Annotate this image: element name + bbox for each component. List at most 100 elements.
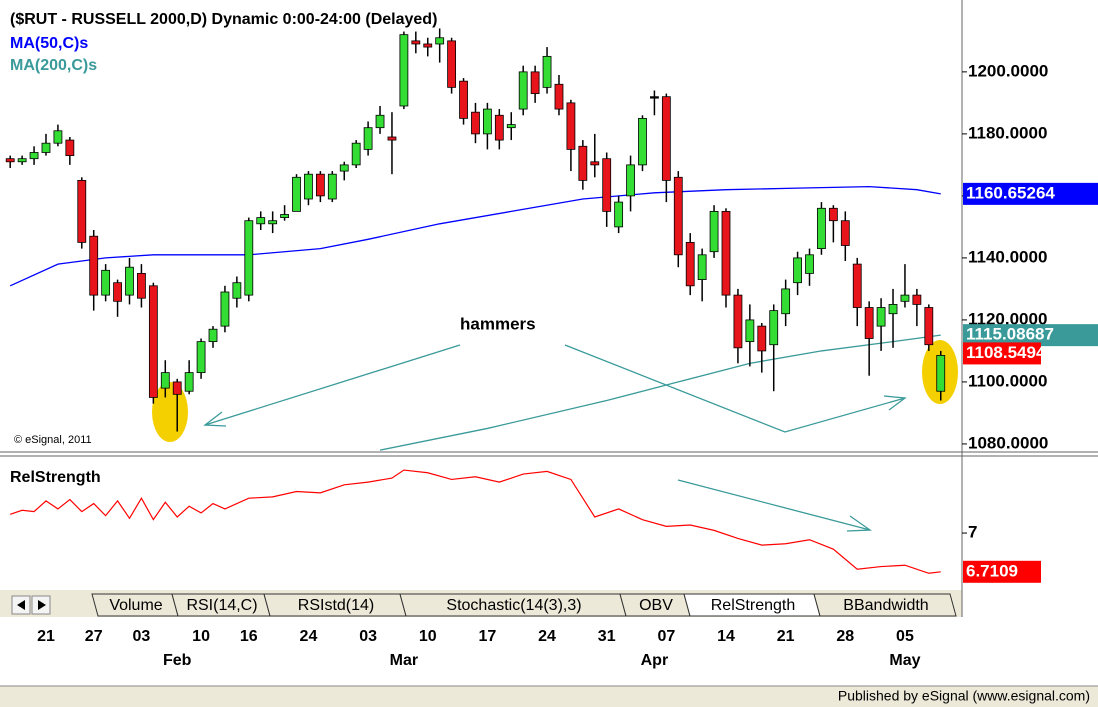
x-month-label: Feb (163, 652, 192, 669)
candle-body (697, 254, 707, 281)
candle-body (471, 111, 480, 135)
arrow-head (883, 395, 907, 411)
candle-body (626, 164, 635, 197)
y-tick-label: 1080.0000 (968, 433, 1048, 452)
candle-body (101, 269, 111, 296)
arrow (564, 344, 906, 433)
arrow (677, 479, 871, 531)
candle-body (840, 220, 850, 246)
tab[interactable] (813, 593, 957, 617)
candle-body (817, 207, 826, 250)
candle-body (232, 282, 242, 299)
candle-body (781, 288, 791, 315)
x-month-label: May (889, 652, 920, 669)
x-tick-label: 07 (657, 628, 675, 645)
candle-body (661, 96, 671, 181)
candle-body (542, 55, 552, 88)
candle-body (912, 294, 922, 305)
x-month-label: Mar (390, 652, 418, 669)
candle-body (864, 307, 874, 339)
footer-bar (0, 686, 1098, 707)
candle-body (315, 173, 325, 197)
arrow-head (846, 515, 872, 532)
arrow-head (203, 411, 227, 427)
rel-strength-line (10, 469, 941, 574)
candle-body (614, 201, 624, 228)
y-tick-label: 7 (968, 523, 977, 542)
candle-body (184, 372, 194, 392)
tab-label[interactable]: RSI(14,C) (186, 597, 257, 614)
scroll-left (17, 600, 25, 610)
candle-body (685, 242, 695, 287)
candle-body (292, 176, 301, 212)
candle-body (399, 34, 409, 107)
x-tick-label: 10 (419, 628, 437, 645)
candle-body (554, 83, 564, 110)
candle-body (268, 220, 278, 225)
scroll-right (38, 600, 46, 610)
candle-body (196, 341, 206, 374)
candle-body (220, 291, 230, 327)
y-tick-label: 1120.0000 (968, 309, 1047, 328)
candle-body (160, 372, 170, 389)
value-box (963, 182, 1098, 205)
candle-body (435, 37, 445, 45)
tab-label[interactable]: RSIstd(14) (298, 597, 374, 614)
candle-body (673, 176, 683, 256)
candle-body (566, 102, 576, 150)
x-tick-label: 21 (777, 628, 795, 645)
candle-body (852, 263, 862, 308)
footer: Published by eSignal (www.esignal.com) (838, 688, 1090, 704)
candle-body (805, 254, 814, 274)
tab-label[interactable]: Stochastic(14(3),3) (446, 597, 581, 614)
candle-body (339, 164, 349, 172)
candle-body (423, 43, 433, 48)
candle-body (351, 142, 361, 166)
candle-body (327, 173, 337, 200)
candle-body (125, 266, 134, 296)
x-tick-label: 10 (192, 628, 210, 645)
candle-body (137, 273, 146, 299)
copyright: © eSignal, 2011 (14, 434, 92, 446)
candle-body (793, 257, 802, 284)
x-tick-label: 14 (717, 628, 735, 645)
candle-body (5, 158, 15, 163)
x-tick-label: 16 (240, 628, 258, 645)
tab-label[interactable]: OBV (639, 597, 673, 614)
candle-body (530, 71, 540, 94)
candle-body (447, 40, 457, 88)
candle-body (256, 217, 266, 225)
y-tick-label: 1140.0000 (968, 247, 1047, 266)
candle-body (638, 117, 647, 166)
y-tick-label: 1180.0000 (968, 123, 1047, 142)
panel-title: RelStrength (10, 469, 101, 486)
candle-body (411, 40, 421, 45)
candle-body (172, 381, 182, 395)
candle-body (375, 114, 385, 129)
candle-body (280, 214, 289, 218)
candle-body (77, 179, 87, 243)
moving-average (9, 185, 941, 287)
value-label: 6.7109 (966, 561, 1018, 580)
candle-body (709, 210, 719, 253)
x-tick-label: 31 (598, 628, 616, 645)
candle-body (518, 71, 528, 110)
candle-body (721, 210, 731, 296)
candle-body (888, 304, 898, 315)
candle-body (53, 130, 63, 144)
candle-body (900, 294, 910, 302)
candle-body (578, 145, 588, 181)
candle-body (244, 220, 254, 296)
candle-body (494, 114, 504, 141)
tab-label[interactable]: BBandwidth (843, 597, 928, 614)
candle-body (41, 142, 51, 153)
x-tick-label: 03 (133, 628, 151, 645)
x-tick-label: 24 (538, 628, 556, 645)
candle-body (113, 282, 122, 302)
candle-body (482, 108, 492, 135)
tab-label[interactable]: Volume (109, 597, 162, 614)
highlight (152, 382, 188, 442)
candle-body (29, 152, 39, 160)
tab-label[interactable]: RelStrength (711, 597, 796, 614)
